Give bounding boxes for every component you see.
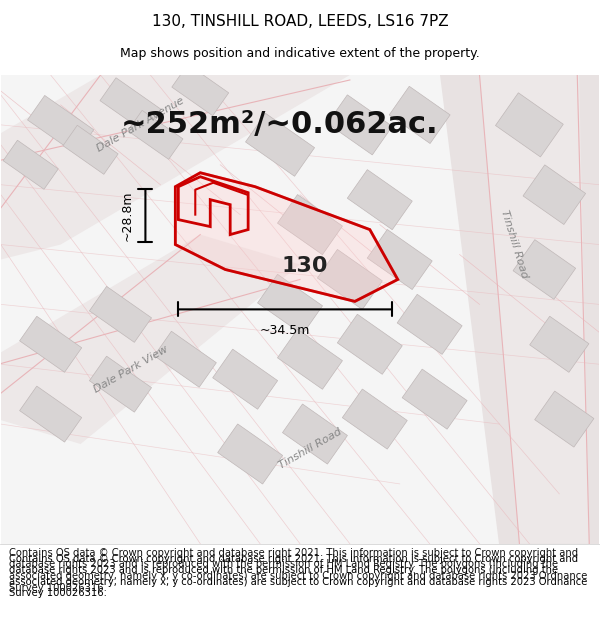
Polygon shape — [3, 140, 58, 189]
Polygon shape — [479, 75, 589, 544]
Polygon shape — [172, 64, 229, 116]
Text: Dale Park Avenue: Dale Park Avenue — [95, 96, 186, 154]
Polygon shape — [277, 194, 343, 254]
Polygon shape — [100, 78, 161, 132]
Polygon shape — [535, 391, 594, 447]
Polygon shape — [530, 316, 589, 372]
Polygon shape — [277, 329, 343, 389]
Polygon shape — [20, 316, 82, 372]
Polygon shape — [317, 249, 382, 309]
Polygon shape — [337, 314, 402, 374]
Text: 130: 130 — [282, 256, 328, 276]
Polygon shape — [367, 229, 432, 289]
Polygon shape — [257, 274, 323, 334]
Text: 130, TINSHILL ROAD, LEEDS, LS16 7PZ: 130, TINSHILL ROAD, LEEDS, LS16 7PZ — [152, 14, 448, 29]
Polygon shape — [0, 234, 300, 444]
Polygon shape — [245, 113, 314, 176]
Text: ~28.8m: ~28.8m — [121, 191, 133, 241]
Polygon shape — [347, 169, 412, 230]
Text: Contains OS data © Crown copyright and database right 2021. This information is : Contains OS data © Crown copyright and d… — [9, 548, 587, 592]
Polygon shape — [89, 286, 152, 342]
Polygon shape — [389, 86, 450, 144]
Text: Tinshill Road: Tinshill Road — [499, 209, 530, 280]
Polygon shape — [397, 294, 462, 354]
Text: ~34.5m: ~34.5m — [260, 324, 310, 338]
Text: Contains OS data © Crown copyright and database right 2021. This information is : Contains OS data © Crown copyright and d… — [9, 554, 587, 598]
Polygon shape — [402, 369, 467, 429]
Polygon shape — [523, 165, 586, 224]
Polygon shape — [28, 96, 94, 154]
Polygon shape — [154, 331, 217, 388]
Polygon shape — [513, 239, 575, 299]
Polygon shape — [496, 92, 563, 157]
Polygon shape — [128, 111, 183, 159]
Text: ~252m²/~0.062ac.: ~252m²/~0.062ac. — [121, 111, 439, 139]
Polygon shape — [328, 95, 392, 155]
Polygon shape — [212, 349, 278, 409]
Polygon shape — [89, 356, 152, 412]
Polygon shape — [63, 125, 118, 174]
Polygon shape — [175, 173, 398, 301]
Polygon shape — [343, 389, 407, 449]
Polygon shape — [218, 424, 283, 484]
Polygon shape — [283, 404, 347, 464]
Text: Dale Park View: Dale Park View — [92, 344, 169, 394]
Polygon shape — [20, 386, 82, 442]
Text: Tinshill Road: Tinshill Road — [277, 427, 343, 471]
Text: Map shows position and indicative extent of the property.: Map shows position and indicative extent… — [120, 48, 480, 61]
Polygon shape — [0, 75, 350, 264]
Polygon shape — [440, 75, 599, 544]
